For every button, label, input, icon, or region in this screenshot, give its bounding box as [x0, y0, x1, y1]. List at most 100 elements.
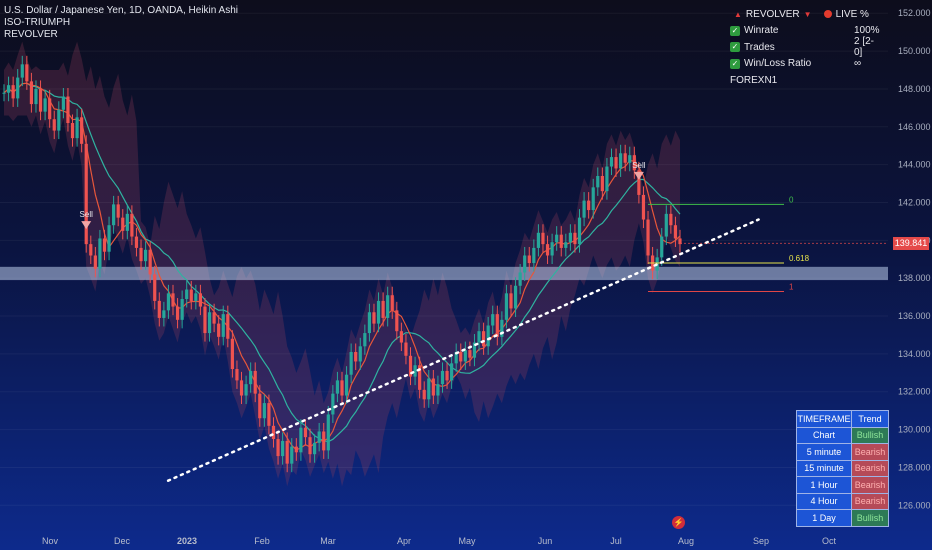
candle-body [404, 342, 408, 356]
candle-body [486, 325, 490, 347]
candle-body [477, 331, 481, 343]
candle-body [75, 117, 79, 139]
candle-body [217, 323, 221, 337]
candle-body [180, 299, 184, 320]
candle-body [34, 88, 38, 105]
stats-value: 2 [2-0] [854, 36, 875, 59]
candle-body [212, 312, 216, 324]
triangle-up-icon: ▲ [734, 9, 742, 19]
candle-body [249, 370, 253, 385]
candle-body [660, 236, 664, 258]
candle-body [518, 272, 522, 286]
candle-body [148, 249, 152, 275]
check-icon: ✓ [730, 58, 740, 69]
stats-live: LIVE % [835, 8, 869, 20]
table-row: Chart Bullish [796, 426, 889, 444]
candle-body [555, 234, 559, 243]
candle-body [43, 98, 47, 112]
stats-row: ✓ Winrate 100% [730, 23, 880, 40]
stats-value: ∞ [854, 58, 862, 70]
candle-body [545, 244, 550, 256]
candle-body [481, 331, 486, 347]
candle-body [244, 384, 248, 396]
candle-body [285, 440, 289, 464]
y-tick-label: 130.000 [898, 425, 931, 435]
candle-body [157, 300, 161, 318]
stats-panel: ▲ REVOLVER ▼ LIVE % ✓ Winrate 100% ✓ Tra… [730, 6, 880, 89]
candle-body [276, 439, 280, 457]
fib-level-label: 1 [789, 282, 794, 291]
fib-level-label: 0 [789, 195, 794, 204]
table-row: 1 Day Bullish [796, 509, 889, 527]
candle-body [363, 333, 367, 347]
y-tick-label: 134.000 [898, 349, 931, 359]
candle-body [194, 293, 198, 301]
trend-cell: Bearish [851, 492, 889, 510]
candle-body [171, 293, 175, 307]
candle-body [25, 64, 29, 82]
support-zone [0, 266, 888, 281]
candle-body [294, 446, 298, 453]
candle-body [372, 312, 376, 324]
candle-body [500, 319, 504, 337]
trend-cell: Bearish [851, 459, 889, 477]
header-trend: Trend [851, 410, 889, 428]
candle-body [121, 217, 125, 231]
candle-body [102, 238, 107, 252]
candle-body [472, 342, 477, 358]
stats-value: 100% [854, 25, 880, 37]
candle-body [367, 312, 372, 334]
candle-body [20, 64, 24, 78]
candle-body [577, 217, 582, 245]
candle-body [166, 293, 171, 311]
y-tick-label: 126.000 [898, 500, 931, 510]
timeframe-cell: 15 minute [796, 459, 852, 477]
stats-footer: FOREXN1 [730, 74, 778, 86]
y-tick-label: 150.000 [898, 46, 931, 56]
candle-body [52, 119, 56, 131]
candle-body [107, 225, 111, 252]
candle-body [491, 314, 495, 326]
candle-body [61, 96, 65, 110]
candle-body [582, 200, 586, 218]
trend-cell: Bearish [851, 443, 889, 461]
stats-title-row: ▲ REVOLVER ▼ LIVE % [730, 6, 880, 23]
candle-body [573, 232, 577, 245]
indicator-revolver[interactable]: REVOLVER [4, 29, 58, 40]
candle-body [587, 200, 591, 211]
table-row: 15 minute Bearish [796, 459, 889, 477]
stats-label: Win/Loss Ratio [744, 58, 812, 70]
candle-body [253, 370, 257, 394]
indicator-iso-triumph[interactable]: ISO-TRIUMPH [4, 17, 71, 28]
candle-body [80, 117, 84, 144]
candle-body [11, 85, 15, 99]
candle-body [427, 378, 431, 400]
candle-body [669, 213, 673, 226]
candle-body [664, 213, 668, 237]
candle-body [536, 232, 541, 248]
x-tick-label: Oct [822, 536, 837, 546]
candle-body [418, 365, 422, 390]
candle-body [623, 153, 627, 163]
candle-body [646, 219, 650, 256]
x-tick-label: Aug [678, 536, 694, 546]
candle-body [564, 242, 568, 248]
candle-body [16, 77, 20, 99]
timeframe-cell: 4 Hour [796, 492, 852, 510]
trend-cell: Bearish [851, 476, 889, 494]
candle-body [57, 109, 61, 131]
candle-body [207, 312, 212, 334]
candle-body [198, 293, 203, 307]
stats-row: ✓ Win/Loss Ratio ∞ [730, 56, 880, 73]
last-price-tag: 139.841 [893, 237, 929, 250]
candle-body [230, 338, 234, 370]
x-tick-label: May [458, 536, 476, 546]
candle-body [340, 380, 344, 396]
candle-body [29, 81, 34, 105]
candle-body [376, 300, 381, 324]
trendline [166, 218, 760, 482]
sell-signal-marker [633, 171, 644, 180]
event-icon[interactable]: ⚡ [672, 516, 685, 529]
check-icon: ✓ [730, 25, 740, 36]
